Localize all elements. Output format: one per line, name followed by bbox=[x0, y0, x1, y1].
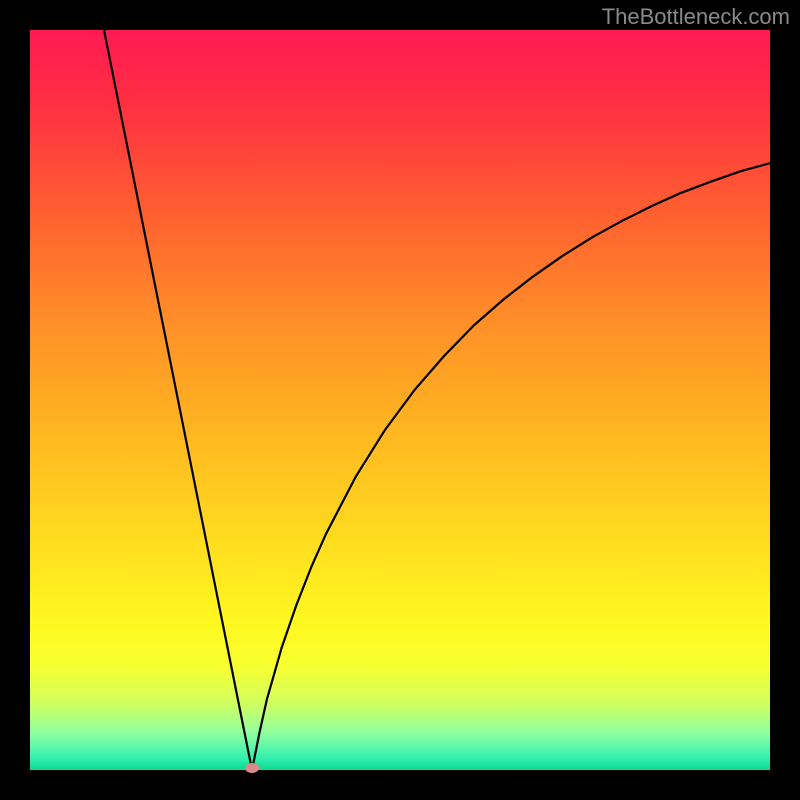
plot-background bbox=[30, 30, 770, 770]
chart-container: TheBottleneck.com bbox=[0, 0, 800, 800]
bottleneck-chart bbox=[0, 0, 800, 800]
watermark-label: TheBottleneck.com bbox=[602, 4, 790, 30]
minimum-marker bbox=[245, 763, 259, 773]
